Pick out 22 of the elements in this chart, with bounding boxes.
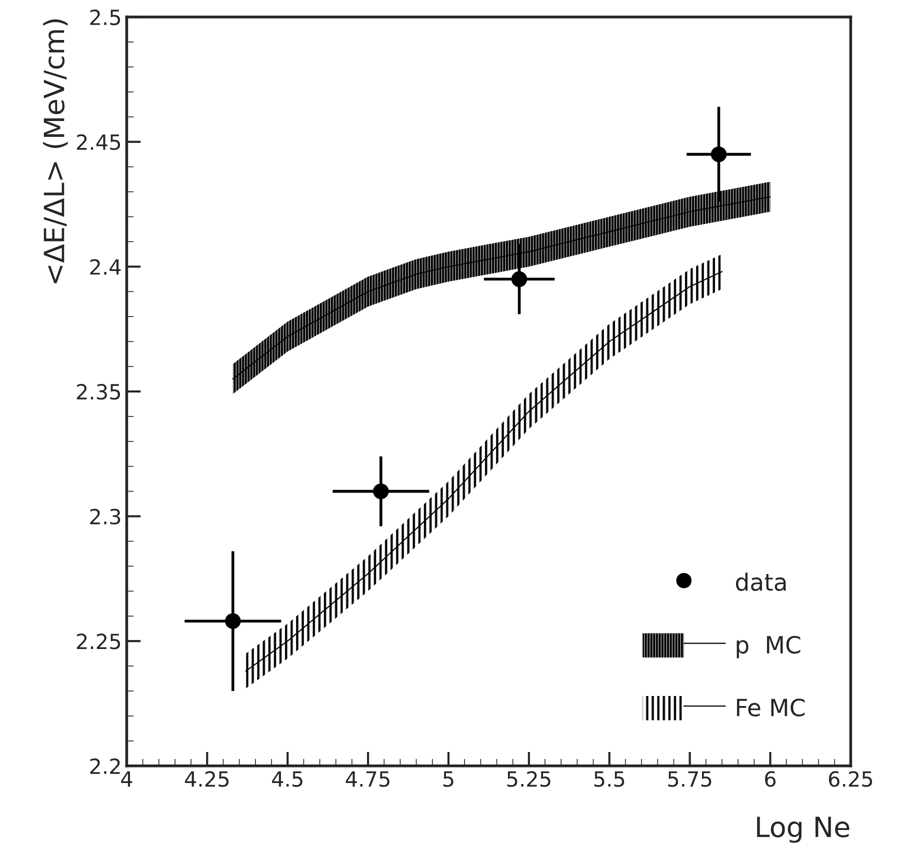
y-tick-label: 2.35: [76, 384, 120, 400]
x-tick-label: 4: [121, 771, 132, 787]
x-tick-label: 6: [765, 771, 776, 787]
y-tick-label: 2.3: [90, 508, 120, 524]
x-tick-label: 5.75: [668, 771, 712, 787]
x-tick-label: 5.25: [507, 771, 550, 787]
x-tick-label: 5.5: [594, 771, 624, 787]
legend-label: p MC: [736, 636, 800, 658]
x-tick-label: 4.75: [346, 771, 390, 787]
x-tick-label: 4.25: [184, 771, 229, 787]
x-tick-label: 6.25: [828, 771, 872, 787]
y-axis-title: <ΔE/ΔL> (MeV/cm): [43, 19, 68, 284]
x-tick-label: 5: [443, 771, 454, 787]
y-tick-label: 2.2: [90, 758, 120, 774]
y-tick-label: 2.25: [76, 634, 120, 650]
y-tick-label: 2.4: [90, 259, 121, 275]
legend-label: data: [736, 572, 786, 591]
x-axis-title: Log Ne: [757, 816, 850, 843]
y-tick-label: 2.5: [90, 9, 120, 26]
legend-label: Fe MC: [736, 698, 805, 716]
y-tick-label: 2.45: [76, 134, 120, 150]
x-tick-label: 4.5: [272, 771, 302, 787]
